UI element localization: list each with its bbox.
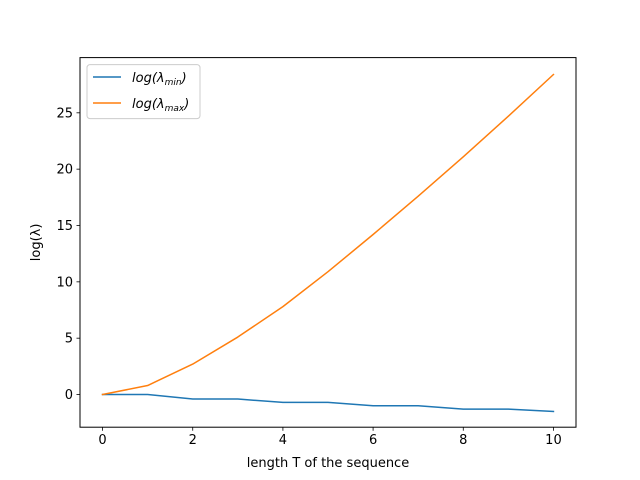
- x-tick-label: 6: [369, 433, 377, 448]
- x-tick-label: 0: [98, 433, 106, 448]
- x-axis-label: length T of the sequence: [247, 456, 409, 471]
- series-line-max: [101, 73, 555, 396]
- series-layer: [101, 73, 555, 413]
- x-axis-ticks: 0 2 4 6 8 10: [98, 427, 562, 448]
- legend: log(λmin) log(λmax): [86, 64, 201, 120]
- legend-label-max: log(λmax): [132, 97, 189, 114]
- series-line-min: [101, 393, 555, 413]
- x-tick-label: 10: [545, 433, 562, 448]
- y-tick-label: 20: [56, 163, 73, 178]
- y-tick-label: 15: [56, 219, 73, 234]
- y-axis-label: log(λ): [29, 224, 44, 262]
- x-tick-label: 4: [279, 433, 287, 448]
- plot-frame: [79, 57, 577, 428]
- y-tick-label: 10: [56, 275, 73, 290]
- x-tick-label: 8: [459, 433, 467, 448]
- legend-frame: [86, 64, 201, 120]
- x-tick-label: 2: [189, 433, 197, 448]
- y-axis-ticks: 0 5 10 15 20 25: [56, 106, 80, 403]
- legend-label-min: log(λmin): [132, 71, 187, 88]
- y-tick-label: 25: [56, 106, 73, 121]
- y-tick-label: 0: [65, 388, 73, 403]
- y-tick-label: 5: [65, 332, 73, 347]
- plot-background: [80, 57, 576, 428]
